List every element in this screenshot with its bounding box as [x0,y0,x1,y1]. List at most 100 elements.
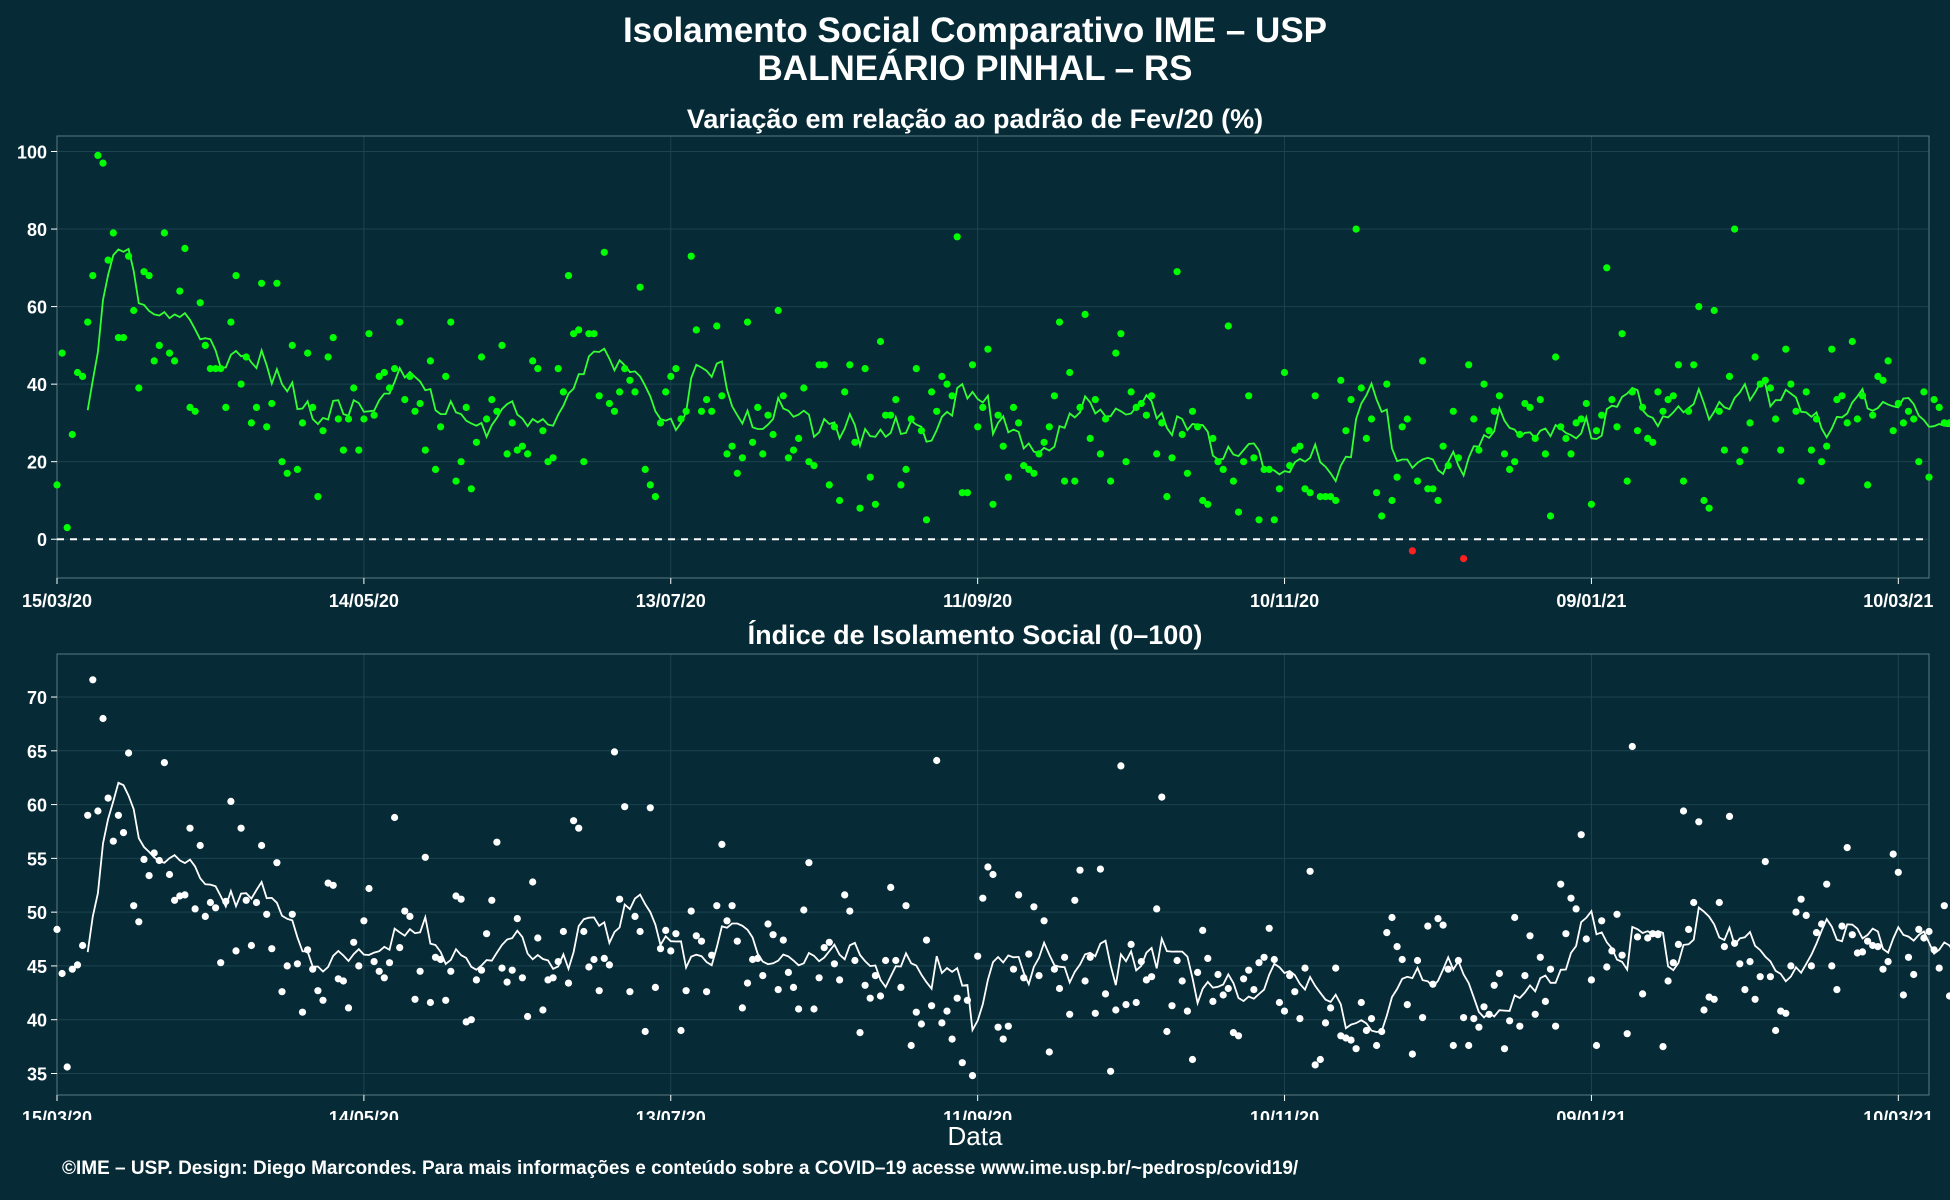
data-point [314,987,322,995]
data-point [1183,1007,1191,1015]
data-point [334,415,342,423]
data-point [861,981,869,989]
data-point [1148,392,1156,400]
data-point [437,955,445,964]
data-point [1552,1022,1560,1030]
data-point [1352,225,1360,233]
data-point [897,983,905,991]
data-point [1915,925,1923,933]
data-point [263,423,271,431]
data-point [1935,964,1943,972]
data-point [1306,489,1314,497]
data-point [1592,427,1601,435]
data-point [1255,959,1263,967]
data-point [145,872,153,880]
data-point [165,870,174,879]
data-point [876,337,885,346]
data-point [114,334,122,342]
data-point [380,368,388,377]
data-point [1030,469,1038,477]
data-point [1408,1050,1416,1058]
data-point [1685,407,1693,415]
panel-border [56,135,1930,579]
data-point [1853,415,1861,423]
data-point [375,372,383,380]
data-point [994,411,1002,419]
footer-credit: ©IME – USP. Design: Diego Marcondes. Par… [62,1158,1299,1179]
data-point [989,500,997,508]
data-point [1475,1023,1483,1031]
data-point [186,403,194,411]
data-point [84,318,92,326]
y-tick-label: 100 [17,143,47,163]
data-point [754,403,762,411]
data-point [641,1027,649,1036]
data-point [58,969,66,978]
data-point [391,813,399,822]
data-point [866,994,874,1002]
data-point [1388,496,1396,505]
data-point [759,450,767,458]
data-point [529,878,537,886]
data-point [171,357,179,365]
data-point [1240,975,1248,983]
data-point [841,891,849,899]
data-point [268,399,276,408]
data-point [677,415,685,423]
data-point [984,345,992,353]
data-point [769,931,777,939]
data-point [1756,973,1764,981]
data-point [1194,968,1202,976]
data-point [1383,380,1391,388]
data-point [1904,953,1913,961]
data-point [902,465,910,473]
data-point [1050,965,1058,973]
data-point [1470,415,1478,423]
data-point [575,824,583,832]
data-point [902,902,910,910]
data-point [1035,972,1043,980]
data-point [1449,407,1457,415]
data-point [191,407,199,415]
data-point [1025,950,1033,958]
data-point [917,1020,926,1028]
data-point [1823,442,1831,450]
data-point [1275,998,1283,1007]
data-point [1920,388,1928,396]
data-point [703,396,711,404]
data-point [288,910,296,918]
data-point [181,891,189,899]
data-point [1255,516,1263,524]
data-point [1188,407,1197,415]
data-point [1040,917,1048,925]
data-point [498,341,506,349]
data-point [1644,934,1652,942]
data-point [252,898,261,907]
data-point [1020,974,1028,982]
data-point [1746,958,1754,966]
data-point [237,380,245,388]
data-point [1132,403,1140,411]
data-point [1367,1015,1376,1023]
data-point [186,824,194,832]
data-point [1720,943,1728,951]
data-point [728,902,736,910]
data-point [181,244,189,252]
data-point [933,756,941,765]
data-point [754,954,762,962]
data-point [488,896,496,904]
data-point [605,399,614,408]
data-point [697,407,706,415]
chart-title-line1: Isolamento Social Comparativo IME – USP [622,11,1328,50]
data-point [426,998,434,1007]
data-point [651,493,660,501]
data-point [1833,986,1841,994]
data-point [1623,477,1631,485]
data-point [1419,1014,1427,1022]
data-point [549,454,557,462]
data-point [109,229,117,237]
data-point [1229,477,1237,485]
data-point [222,403,230,411]
data-point [140,855,148,863]
y-tick-label: 20 [27,453,47,473]
